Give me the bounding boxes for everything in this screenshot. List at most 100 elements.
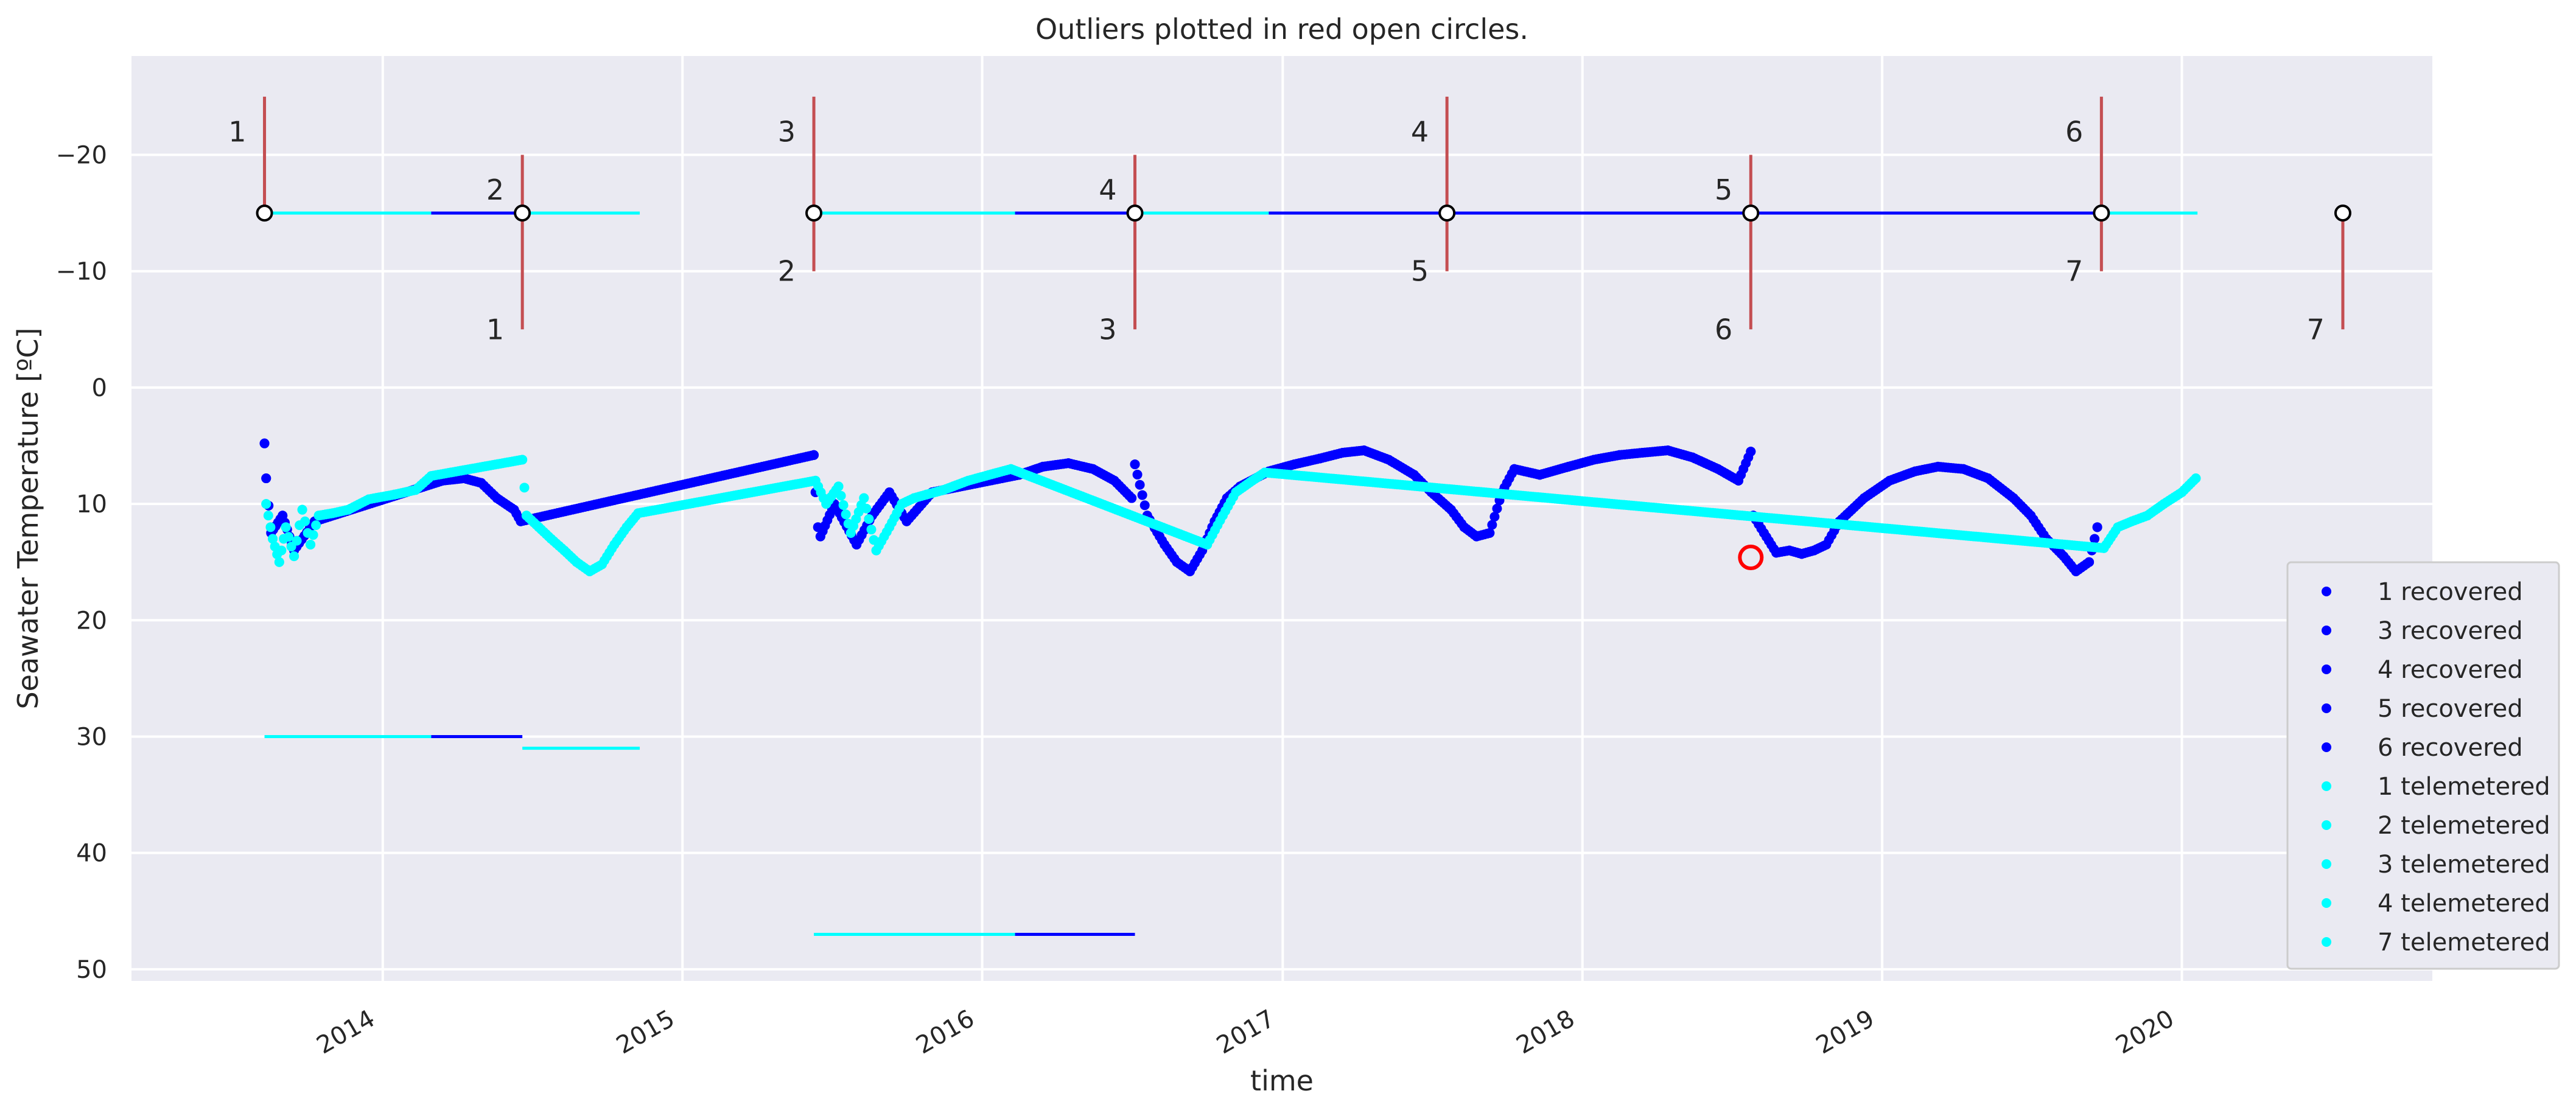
y-tick-label: 40 [76,840,107,868]
deployment-label: 5 [1715,173,1732,206]
x-tick-label: 2015 [612,1005,679,1060]
legend-box [2286,561,2560,970]
telemetered-point [297,504,307,515]
recovered-point [1489,512,1500,522]
x-axis-label: time [1250,1064,1314,1097]
telemetered-point [519,483,530,493]
telemetered-point [311,520,321,531]
x-gridlines [381,56,2183,981]
range-segments [264,211,2198,936]
recovered-point [1139,500,1150,511]
recovered-point [2092,522,2102,532]
legend-label: 1 recovered [2378,578,2523,606]
recovered-point [1132,469,1143,480]
telemetered-point [300,516,310,526]
telemetered-point [833,481,844,492]
y-tick-label: −10 [56,258,107,286]
y-tick-label: 10 [76,490,107,518]
y-axis-label: Seawater Temperature [ºC] [12,327,44,709]
telemetered-point [292,535,302,546]
telemetered-point [838,500,849,511]
telemetered-point [276,545,287,556]
recovered-point [1135,480,1145,490]
legend-label: 3 telemetered [2378,851,2550,879]
telemetered-point [864,514,874,524]
telemetered-point [265,522,276,532]
legend-marker [2322,937,2331,947]
deployment-marker [2093,204,2110,222]
x-tick-label: 2018 [1512,1005,1580,1060]
telemetered-point [859,493,869,503]
legend-label: 7 telemetered [2378,929,2550,957]
recovered-point [1130,459,1140,470]
deployment-marker [805,204,823,222]
legend-label: 1 telemetered [2378,773,2550,801]
telemetered-point [308,530,318,540]
recovered-point [1127,493,1137,503]
telemetered-point [263,511,273,521]
deployment-markers [256,204,2351,222]
legend-marker [2322,781,2331,791]
recovered-point [1487,520,1497,530]
legend-marker [2322,703,2331,713]
legend-marker [2322,820,2331,830]
legend-marker [2322,664,2331,674]
telemetered-point [289,551,299,562]
recovered-point [259,438,270,448]
x-tick-label: 2017 [1212,1005,1279,1060]
legend-marker [2322,742,2331,752]
deployment-marker [1126,204,1144,222]
deployment-marker [1438,204,1456,222]
y-tick-label: 20 [76,607,107,635]
recovered-point [2090,534,2100,544]
deployment-label: 1 [486,313,504,346]
legend-label: 6 recovered [2378,734,2523,762]
y-tick-label: 30 [76,723,107,751]
legend-label: 5 recovered [2378,695,2523,723]
recovered-point [809,450,819,460]
x-tick-label: 2016 [911,1005,979,1060]
y-tick-label: 50 [76,956,107,984]
deployment-label: 1 [228,115,246,148]
telemetered-point [281,522,291,532]
legend-marker [2322,859,2331,869]
recovered-point [1485,528,1495,538]
y-tick-label: −20 [56,142,107,170]
legend-items: 1 recovered 3 recovered 4 recovered 5 recov… [2322,578,2550,957]
deployment-label: 6 [1715,313,1732,346]
deployment-marker [514,204,531,222]
recovered-point [1746,447,1756,457]
y-tick-labels: −20 −10 0 10 20 30 40 50 [56,142,107,984]
telemetered-point [268,534,278,544]
legend-label: 4 recovered [2378,656,2523,684]
x-tick-label: 2014 [312,1005,380,1060]
recovered-point [1492,503,1502,514]
telemetered-point [861,503,872,514]
legend-label: 4 telemetered [2378,890,2550,918]
x-tick-label: 2019 [1811,1005,1879,1060]
deployment-label: 4 [1411,115,1429,148]
recovered-point [1137,490,1147,500]
x-tick-label: 2020 [2111,1005,2179,1060]
legend-marker [2322,898,2331,908]
y-tick-label: 0 [92,374,107,402]
deployment-label: 5 [1411,255,1429,288]
telemetered-point [517,455,528,465]
deployment-lines [263,96,2345,330]
telemetered-point [2191,473,2201,484]
deployment-label: 7 [2307,313,2325,346]
outlier-markers [1738,545,1764,571]
deployment-label: 3 [778,115,796,148]
recovered-point [2084,557,2095,567]
deployment-labels: 1 2 1 3 2 4 3 4 5 5 6 6 7 7 [228,115,2325,346]
y-gridlines [131,153,2432,971]
data-points [259,438,2201,576]
telemetered-point [274,557,284,567]
deployment-marker [1742,204,1760,222]
outlier-marker [1738,545,1764,571]
deployment-marker [2334,204,2351,222]
telemetered-point [261,499,271,509]
telemetered-point [836,490,846,501]
legend-marker [2322,587,2331,596]
